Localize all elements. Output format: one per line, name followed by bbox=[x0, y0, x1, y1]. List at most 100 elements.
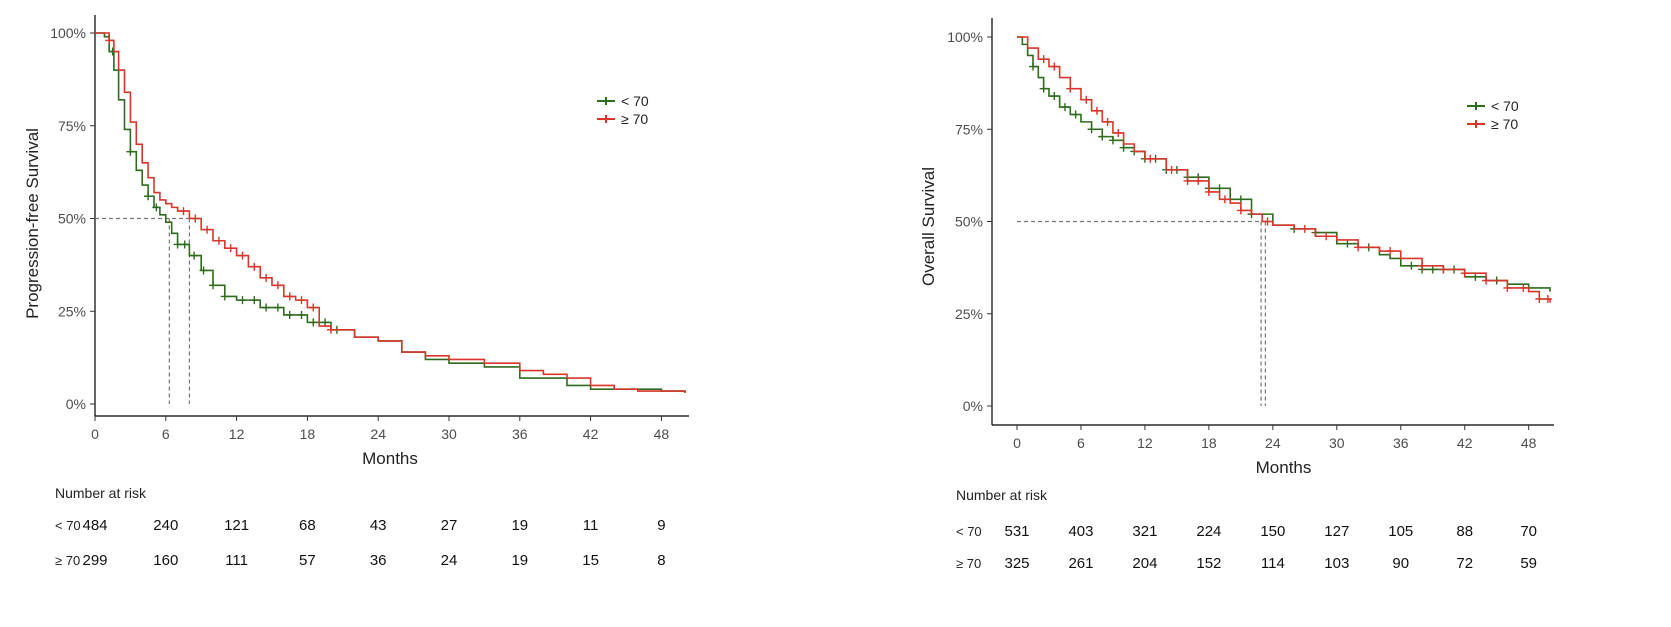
y-tick-label: 75% bbox=[58, 118, 86, 134]
legend-swatch-cross bbox=[602, 97, 610, 105]
censor-mark bbox=[1098, 132, 1107, 141]
censor-mark bbox=[1082, 95, 1091, 104]
censor-mark bbox=[1263, 217, 1272, 226]
risk-value: 59 bbox=[1520, 555, 1537, 572]
risk-value: 19 bbox=[511, 517, 528, 534]
x-tick-label: 0 bbox=[1013, 435, 1021, 451]
x-tick-label: 48 bbox=[654, 426, 670, 442]
censor-mark bbox=[1354, 243, 1363, 252]
risk-value: 150 bbox=[1260, 523, 1285, 540]
risk-value: 240 bbox=[153, 517, 178, 534]
censor-mark bbox=[1087, 125, 1096, 134]
censor-mark bbox=[1050, 62, 1059, 71]
censor-mark bbox=[1146, 154, 1155, 163]
censor-mark bbox=[203, 225, 212, 234]
risk-value: 160 bbox=[153, 552, 178, 569]
risk-value: 121 bbox=[224, 517, 249, 534]
censor-mark bbox=[1460, 269, 1469, 278]
risk-value: 127 bbox=[1324, 523, 1349, 540]
censor-mark bbox=[262, 303, 271, 312]
censor-mark bbox=[1194, 176, 1203, 185]
risk-value: 15 bbox=[582, 552, 599, 569]
risk-value: 24 bbox=[441, 552, 458, 569]
censor-mark bbox=[209, 281, 217, 290]
censor-mark bbox=[1114, 128, 1123, 137]
risk-value: 88 bbox=[1456, 523, 1473, 540]
y-tick-label: 0% bbox=[963, 398, 983, 414]
risk-value: 19 bbox=[511, 552, 528, 569]
censor-mark bbox=[144, 192, 153, 201]
survival-curve-1 bbox=[95, 32, 686, 393]
censor-mark bbox=[238, 296, 247, 305]
censor-mark bbox=[285, 310, 294, 319]
censor-mark bbox=[1220, 195, 1229, 204]
censor-mark bbox=[1428, 265, 1437, 274]
x-tick-label: 30 bbox=[441, 426, 457, 442]
censor-mark bbox=[1108, 136, 1117, 145]
censor-mark bbox=[309, 303, 318, 312]
y-tick-label: 100% bbox=[50, 25, 86, 41]
x-tick-label: 30 bbox=[1329, 435, 1345, 451]
risk-value: 321 bbox=[1132, 523, 1157, 540]
censor-mark bbox=[1119, 143, 1128, 152]
x-tick-label: 12 bbox=[229, 426, 245, 442]
censor-mark bbox=[214, 236, 223, 245]
risk-table-title: Number at risk bbox=[956, 487, 1048, 503]
censor-mark bbox=[173, 240, 182, 249]
x-tick-label: 36 bbox=[1393, 435, 1409, 451]
x-tick-label: 0 bbox=[91, 426, 99, 442]
censor-mark bbox=[220, 292, 229, 301]
survival-curve-1 bbox=[1017, 36, 1551, 303]
censor-mark bbox=[1543, 294, 1552, 303]
censor-mark bbox=[250, 262, 259, 271]
censor-mark bbox=[273, 281, 282, 290]
x-tick-label: 18 bbox=[1201, 435, 1217, 451]
risk-group-label: < 70 bbox=[55, 518, 81, 533]
risk-value: 299 bbox=[82, 552, 107, 569]
censor-mark bbox=[152, 203, 161, 212]
censor-mark bbox=[327, 325, 335, 334]
risk-value: 57 bbox=[299, 552, 316, 569]
x-tick-label: 6 bbox=[1077, 435, 1085, 451]
risk-value: 43 bbox=[370, 517, 387, 534]
censor-mark bbox=[1503, 283, 1512, 292]
censor-mark bbox=[1407, 261, 1416, 270]
censor-mark bbox=[1204, 187, 1213, 196]
x-tick-label: 24 bbox=[370, 426, 386, 442]
censor-mark bbox=[1050, 92, 1059, 101]
censor-mark bbox=[1039, 55, 1048, 64]
censor-mark bbox=[1028, 62, 1037, 71]
risk-group-label: < 70 bbox=[956, 524, 982, 539]
x-tick-label: 24 bbox=[1265, 435, 1281, 451]
risk-value: 403 bbox=[1068, 523, 1093, 540]
pfs-panel: 0%25%50%75%100%0 6 12 18 24 30 36 42 48MonthsPro… bbox=[23, 15, 689, 569]
censor-mark bbox=[309, 318, 318, 327]
legend-label: ≥ 70 bbox=[621, 111, 648, 127]
censor-mark bbox=[179, 207, 188, 216]
x-tick-label: 6 bbox=[162, 426, 170, 442]
legend-swatch-cross bbox=[602, 115, 610, 123]
risk-value: 68 bbox=[299, 517, 316, 534]
censor-mark bbox=[250, 296, 259, 305]
risk-value: 90 bbox=[1392, 555, 1409, 572]
risk-value: 261 bbox=[1068, 555, 1093, 572]
legend-label: ≥ 70 bbox=[1491, 116, 1518, 132]
censor-mark bbox=[1482, 276, 1491, 285]
censor-mark bbox=[1039, 84, 1048, 93]
censor-mark bbox=[226, 244, 235, 253]
risk-value: 72 bbox=[1456, 555, 1473, 572]
risk-value: 224 bbox=[1196, 523, 1221, 540]
x-tick-label: 12 bbox=[1137, 435, 1153, 451]
x-tick-label: 42 bbox=[1457, 435, 1473, 451]
y-tick-label: 25% bbox=[955, 306, 983, 322]
censor-mark bbox=[180, 240, 189, 249]
censor-mark bbox=[190, 251, 199, 260]
censor-mark bbox=[321, 318, 330, 327]
censor-mark bbox=[105, 36, 114, 45]
risk-value: 204 bbox=[1132, 555, 1157, 572]
censor-mark bbox=[238, 251, 247, 260]
y-tick-label: 100% bbox=[947, 29, 983, 45]
risk-value: 103 bbox=[1324, 555, 1349, 572]
censor-mark bbox=[1535, 294, 1544, 303]
risk-value: 8 bbox=[657, 552, 665, 569]
